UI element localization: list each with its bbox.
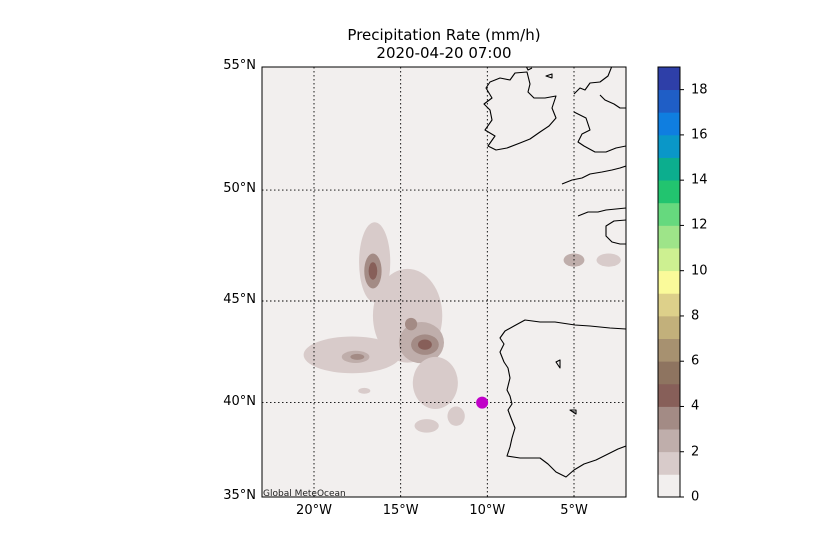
lat-tick-label: 50°N [223, 181, 256, 197]
colorbar-band [658, 270, 680, 294]
coastlines [483, 67, 626, 478]
colorbar-tick-label: 6 [691, 353, 700, 369]
colorbar-band [658, 248, 680, 272]
colorbar-band [658, 338, 680, 362]
precip-cell [418, 339, 432, 350]
colorbar-frame [657, 66, 681, 498]
map-timestamp: 2020-04-20 07:00 [376, 44, 512, 62]
colorbar-band [658, 157, 680, 181]
map-title: Precipitation Rate (mm/h) [347, 26, 541, 44]
colorbar-band [658, 293, 680, 317]
colorbar-band [658, 134, 680, 158]
precip-cell [412, 356, 458, 409]
colorbar-tick-label: 4 [691, 398, 700, 414]
precip-cell [405, 317, 418, 331]
coastline-scotland [573, 67, 626, 109]
lon-tick-label: 20°W [296, 503, 332, 518]
location-marker [476, 396, 489, 409]
coastline-ireland [483, 71, 557, 151]
lon-tick-label: 15°W [382, 503, 419, 518]
precip-cell [368, 262, 378, 280]
colorbar-tick-label: 18 [691, 82, 708, 98]
colorbar-tick-label: 12 [691, 217, 708, 233]
colorbar-band [658, 202, 680, 226]
colorbar-tick-label: 16 [691, 127, 708, 143]
colorbar-band [658, 451, 680, 475]
colorbar-band [658, 315, 680, 339]
colorbar-band [658, 383, 680, 407]
colorbar-band [658, 67, 680, 91]
lat-tick-label: 35°N [223, 488, 256, 503]
colorbar-tick-label: 10 [691, 263, 708, 279]
colorbar [658, 67, 684, 498]
colorbar-tick-label: 2 [691, 444, 700, 460]
map-background [262, 67, 626, 497]
credit-text: Global MeteOcean [263, 489, 346, 499]
lon-tick-label: 10°W [469, 503, 506, 518]
precip-cell [596, 253, 621, 267]
colorbar-band [658, 406, 680, 430]
coastline-islands [525, 67, 577, 415]
colorbar-band [658, 112, 680, 136]
coastline-iberia [499, 319, 626, 478]
precip-cell [414, 419, 439, 433]
colorbar-band [658, 89, 680, 113]
colorbar-band [658, 225, 680, 249]
colorbar-band [658, 361, 680, 385]
colorbar-band [658, 180, 680, 204]
colorbar-tick-label: 14 [691, 172, 708, 188]
coastline-france [577, 207, 626, 245]
lat-tick-label: 45°N [223, 292, 256, 307]
colorbar-band [658, 474, 680, 498]
precip-cell [350, 353, 365, 360]
colorbar-tick-label: 8 [691, 308, 700, 324]
map-frame [261, 66, 627, 498]
lon-tick-label: 5°W [560, 503, 588, 518]
colorbar-band [658, 429, 680, 453]
precip-cell [358, 387, 371, 394]
lat-tick-label: 40°N [223, 393, 256, 409]
colorbar-tick-label: 0 [691, 489, 700, 505]
precipitation-contours [303, 222, 621, 433]
lat-tick-label: 55°N [223, 58, 256, 73]
precip-cell [447, 406, 465, 426]
